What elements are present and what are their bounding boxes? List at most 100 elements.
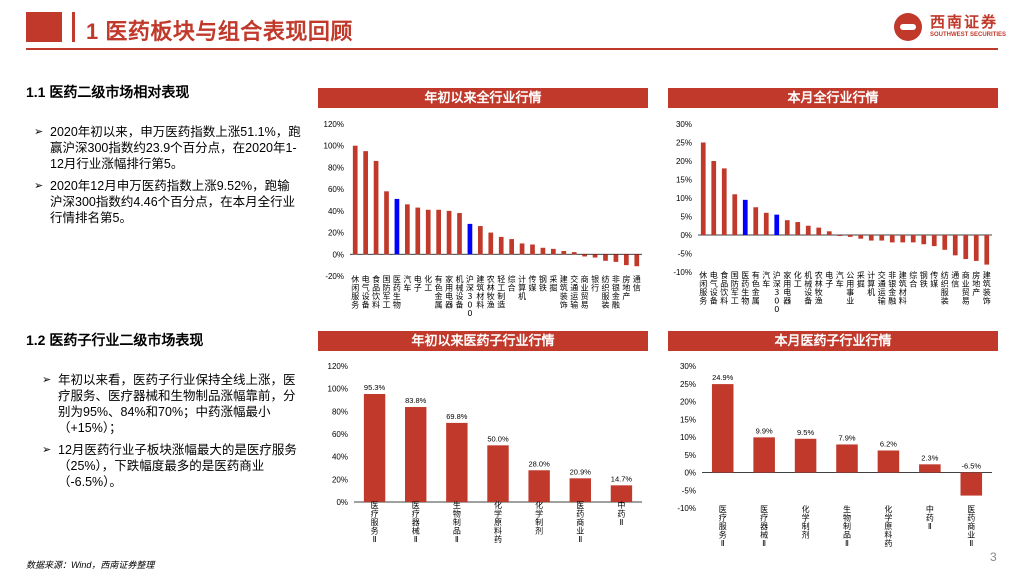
- bar: [519, 243, 525, 255]
- bar: [879, 235, 885, 241]
- y-tick-label: 30%: [676, 120, 692, 129]
- chart-ytd-sub: 0% 20% 40% 60% 80% 100% 120% 95.3% 医疗服务 Ⅱ 83.8% 医疗器…: [328, 362, 642, 544]
- bar: [732, 194, 738, 235]
- category-label: 通信: [951, 270, 959, 289]
- bar: [478, 226, 483, 255]
- y-tick-label: 20%: [328, 229, 344, 238]
- category-label: 交通运输: [570, 274, 578, 310]
- data-label: 95.3%: [364, 383, 386, 392]
- bar: [436, 209, 441, 255]
- chart-title-ytd-industry: 年初以来全行业行情: [318, 88, 648, 108]
- category-label: 交通运输: [878, 270, 886, 306]
- y-tick-label: 5%: [680, 213, 692, 222]
- y-tick-label: 10%: [680, 433, 696, 442]
- y-tick-label: 30%: [680, 362, 696, 371]
- category-label: 医疗服务 Ⅱ: [719, 505, 727, 548]
- y-tick-label: 120%: [324, 120, 344, 129]
- category-label: 采掘: [549, 274, 557, 293]
- category-label: 传媒: [930, 270, 938, 289]
- y-tick-label: 0%: [332, 250, 344, 259]
- y-tick-label: 60%: [332, 430, 348, 439]
- category-label: 化工: [424, 274, 432, 293]
- bar: [805, 225, 811, 235]
- category-label: 休闲服务: [351, 274, 359, 310]
- y-tick-label: 60%: [328, 185, 344, 194]
- bar: [394, 198, 400, 255]
- category-label: 纺织服装: [602, 274, 610, 310]
- bar: [446, 210, 452, 255]
- bullet-item: 2020年初以来，申万医药指数上涨51.1%，跑赢沪深300指数约23.9个百分…: [34, 124, 302, 172]
- category-label: 有色金属: [752, 270, 760, 306]
- category-label: 食品饮料: [372, 274, 380, 310]
- y-tick-label: -5%: [678, 250, 692, 259]
- bar: [826, 231, 832, 235]
- data-source-note: 数据来源：Wind，西南证券整理: [26, 560, 155, 570]
- category-label: 建筑装饰: [560, 274, 568, 310]
- bar: [763, 212, 769, 235]
- data-label: 7.9%: [838, 433, 855, 442]
- category-label: 综合: [508, 274, 516, 293]
- y-tick-label: 100%: [328, 385, 348, 394]
- category-label: 综合: [909, 270, 917, 289]
- category-label: 计算机: [518, 274, 526, 301]
- y-tick-label: 10%: [676, 194, 692, 203]
- bar: [889, 235, 895, 243]
- y-tick-label: 0%: [336, 498, 348, 507]
- y-tick-label: 25%: [676, 139, 692, 148]
- category-label: 建筑装饰: [983, 270, 991, 306]
- category-label: 家用电器: [445, 274, 453, 310]
- category-label: 房地产: [622, 274, 630, 301]
- header-rule: [26, 48, 998, 50]
- bar: [711, 161, 717, 235]
- bar: [742, 199, 748, 235]
- bar: [700, 142, 706, 235]
- y-tick-label: 5%: [684, 451, 696, 460]
- data-label: 9.9%: [756, 426, 773, 435]
- category-label: 化学制剂: [802, 504, 810, 540]
- category-label: 电气设备: [362, 274, 370, 310]
- category-label: 沪深 3 0 0: [466, 274, 474, 318]
- category-label: 计算机: [867, 270, 875, 297]
- chart-month-industry: -10% -5% 0% 5% 10% 15% 20% 25% 30% 休闲服务电气设备食品饮料国防…: [673, 120, 992, 314]
- bar: [610, 485, 633, 502]
- bar: [528, 470, 550, 502]
- data-label: 20.9%: [570, 467, 592, 476]
- category-label: 汽车: [836, 270, 844, 289]
- category-label: 电子: [414, 274, 422, 293]
- category-label: 休闲服务: [699, 270, 707, 306]
- y-tick-label: -10%: [677, 504, 696, 513]
- category-label: 农林牧渔: [487, 274, 495, 310]
- data-label: 2.3%: [921, 453, 938, 462]
- category-label: 非银金融: [612, 274, 620, 310]
- bar: [352, 145, 358, 255]
- bar: [498, 236, 504, 255]
- chart-title-ytd-sub: 年初以来医药子行业行情: [318, 331, 648, 351]
- chart-title-month-industry: 本月全行业行情: [668, 88, 998, 108]
- y-tick-label: 20%: [676, 157, 692, 166]
- bar: [963, 235, 969, 260]
- bar: [571, 252, 577, 255]
- category-label: 国防军工: [383, 275, 391, 310]
- bar: [457, 213, 462, 255]
- data-label: 69.8%: [446, 412, 468, 421]
- bar: [973, 235, 979, 261]
- bar: [603, 254, 608, 261]
- y-tick-label: -5%: [682, 486, 696, 495]
- bar: [569, 478, 591, 502]
- bar: [487, 445, 509, 502]
- bar: [868, 235, 874, 241]
- bar: [753, 437, 775, 473]
- category-label: 钢铁: [920, 270, 928, 289]
- category-label: 化学原料药: [494, 500, 502, 544]
- category-label: 机械设备: [456, 274, 464, 310]
- bar: [634, 254, 640, 267]
- bar: [467, 223, 473, 255]
- bar: [794, 438, 817, 473]
- bar: [721, 168, 727, 235]
- data-label: 9.5%: [797, 428, 814, 437]
- y-tick-label: 40%: [332, 453, 348, 462]
- bar: [384, 191, 389, 255]
- bar: [415, 207, 421, 255]
- category-label: 医疗器械 Ⅱ: [760, 505, 768, 548]
- category-label: 传媒: [529, 274, 537, 293]
